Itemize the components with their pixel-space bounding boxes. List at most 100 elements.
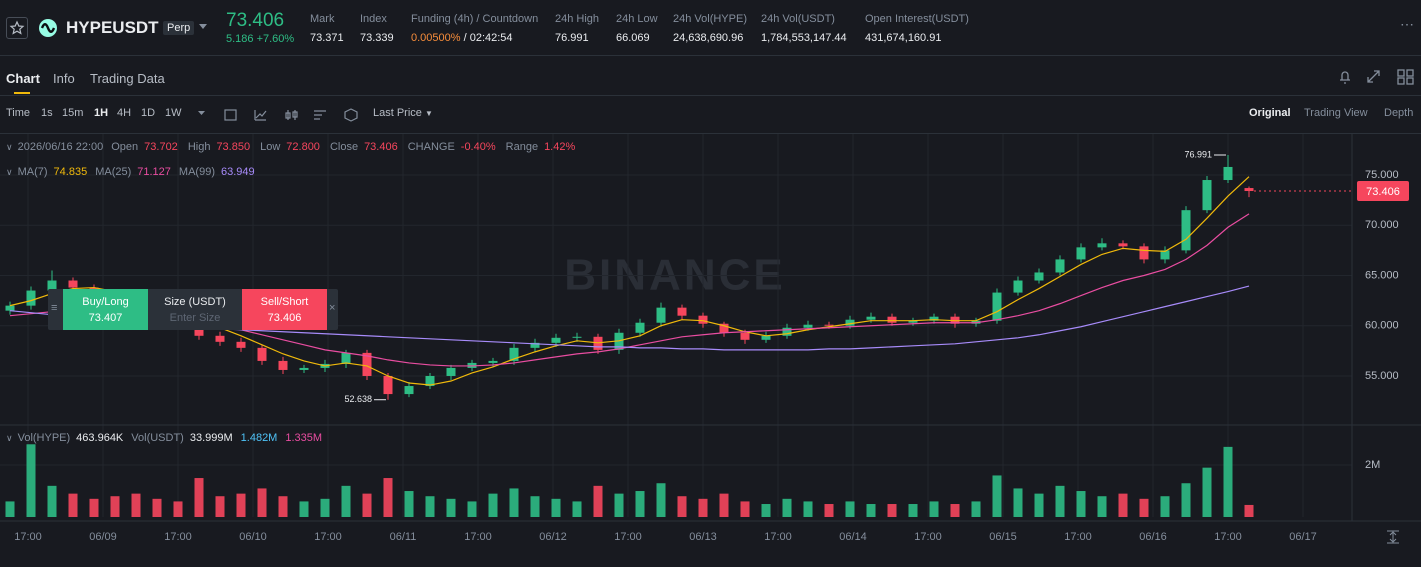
candle: [26, 286, 36, 310]
ohlc-row: ∨ 2026/06/16 22:00 Open 73.702 High 73.850 Low…: [6, 141, 585, 153]
stat-label: 24h High: [555, 13, 600, 25]
interval[interactable]: 1W: [165, 107, 182, 119]
volume-bar: [572, 501, 582, 517]
interval[interactable]: 1s: [41, 107, 53, 119]
interval[interactable]: 1D: [141, 107, 156, 119]
collapse-caret[interactable]: ∨: [6, 142, 13, 152]
volume-bar: [656, 483, 666, 517]
collapse-caret[interactable]: ∨: [6, 433, 13, 443]
dropdown-caret[interactable]: [199, 24, 207, 30]
size-placeholder: Enter Size: [169, 312, 221, 324]
candle-body: [1097, 243, 1107, 248]
candle-body: [257, 347, 267, 361]
volume-bar: [1181, 483, 1191, 517]
tab[interactable]: Chart: [6, 71, 40, 86]
price-type[interactable]: Last Price ▼: [373, 107, 433, 119]
x-tick-label: 06/15: [989, 531, 1017, 543]
buy-label: Buy/Long: [82, 296, 129, 308]
volume-value: 463.964K: [76, 432, 124, 444]
symbol[interactable]: HYPEUSDT: [66, 18, 159, 37]
high-annotation: 76.991: [1184, 149, 1212, 159]
candle: [1097, 238, 1107, 251]
candle: [257, 344, 267, 365]
candle-body: [656, 307, 666, 323]
stat-value: 431,674,160.91: [865, 32, 941, 44]
buy-button[interactable]: Buy/Long 73.407: [63, 289, 148, 330]
interval[interactable]: 15m: [62, 107, 84, 119]
candle: [1055, 255, 1065, 276]
ohlc-label: CHANGE: [407, 141, 455, 153]
layout-icon[interactable]: [1397, 69, 1414, 85]
candle-body: [761, 335, 771, 340]
candle-body: [677, 307, 687, 316]
low-annotation: 52.638: [344, 394, 372, 404]
candle-body: [1223, 166, 1233, 181]
interval[interactable]: 4H: [117, 107, 132, 119]
candle: [425, 372, 435, 390]
candle-body: [362, 352, 372, 376]
favorite-button[interactable]: [6, 17, 28, 39]
stat-value-text: 73.371: [310, 32, 344, 44]
collapse-caret[interactable]: ∨: [6, 167, 13, 177]
bar-date: 2026/06/16 22:00: [17, 141, 104, 153]
candle: [1223, 154, 1233, 184]
divider: [0, 95, 1421, 96]
candle-body: [425, 375, 435, 387]
hex-icon[interactable]: [344, 108, 358, 122]
volume-bar: [824, 504, 834, 517]
divider: [0, 55, 1421, 56]
volume-bar: [761, 504, 771, 517]
candle-body: [1139, 246, 1149, 260]
stat-label: 24h Vol(HYPE): [673, 13, 747, 25]
candle-icon[interactable]: [285, 110, 298, 120]
tab[interactable]: Info: [53, 71, 75, 86]
tab[interactable]: Trading Data: [90, 71, 165, 86]
x-tick-label: 17:00: [464, 531, 492, 543]
volume-bar: [194, 478, 204, 517]
volume-bar: [1139, 498, 1149, 517]
x-tick-label: 17:00: [314, 531, 342, 543]
candle-body: [698, 315, 708, 324]
drag-handle[interactable]: ≡: [51, 302, 58, 314]
volume-bar: [593, 485, 603, 517]
view-option[interactable]: Trading View: [1304, 107, 1368, 119]
volume-bar: [992, 475, 1002, 517]
close-button[interactable]: ×: [329, 302, 336, 314]
volume-bar: [509, 488, 519, 517]
legend-value: 74.835: [53, 166, 88, 178]
chart-type-icon[interactable]: [254, 110, 267, 121]
settings-icon[interactable]: [314, 110, 326, 120]
x-tick-label: 06/12: [539, 531, 567, 543]
candle: [362, 349, 372, 381]
candle-body: [5, 305, 15, 311]
candle-body: [551, 337, 561, 343]
interval[interactable]: 1H: [94, 107, 109, 119]
x-tick-label: 17:00: [164, 531, 192, 543]
volume-bar: [950, 504, 960, 517]
y-tick-label: 65.000: [1365, 269, 1399, 281]
candle: [635, 318, 645, 337]
interval: Time: [6, 107, 31, 119]
candle-body: [383, 375, 393, 395]
view-option[interactable]: Depth: [1384, 107, 1414, 119]
candle-body: [530, 342, 540, 348]
volume-bar: [698, 498, 708, 517]
view-option[interactable]: Original: [1249, 107, 1291, 119]
alert-icon[interactable]: [1340, 71, 1350, 84]
volume-bar: [257, 488, 267, 517]
size-input[interactable]: Size (USDT) Enter Size: [148, 289, 242, 330]
volume-bar: [299, 501, 309, 517]
indicator-icon[interactable]: [224, 109, 237, 121]
volume-bar: [236, 493, 246, 517]
candle: [782, 323, 792, 339]
fullscreen-icon[interactable]: [1367, 70, 1380, 83]
volume-bar: [719, 493, 729, 517]
volume-bar: [887, 504, 897, 517]
sell-button[interactable]: Sell/Short 73.406: [242, 289, 327, 330]
candle-body: [509, 347, 519, 361]
candle-body: [719, 323, 729, 333]
candle-body: [1244, 188, 1254, 192]
more-menu[interactable]: ⋯: [1400, 16, 1415, 32]
last-price-tag-label: 73.406: [1366, 186, 1400, 198]
